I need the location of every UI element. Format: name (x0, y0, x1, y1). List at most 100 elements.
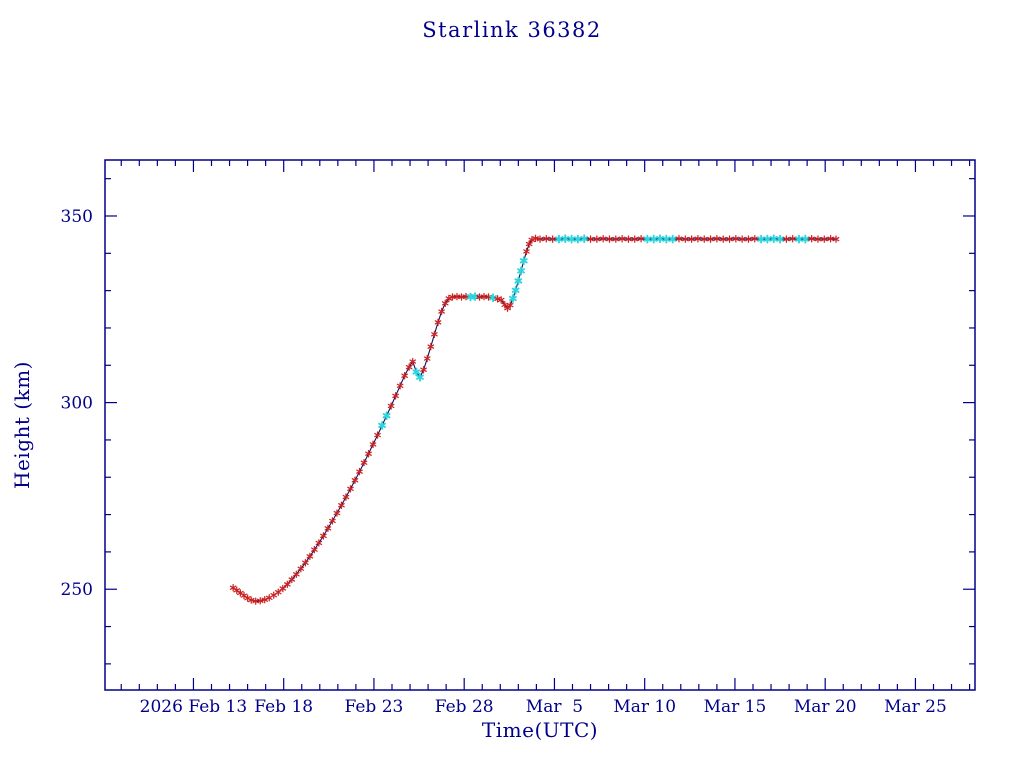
chart-title: Starlink 36382 (422, 18, 602, 42)
marker-red (329, 517, 336, 525)
marker-red (618, 235, 626, 243)
tick-labels: 2026 Feb 13 Feb 18 Feb 23 Feb 28 Mar 5 Mar 10… (61, 207, 947, 717)
marker-red (427, 342, 435, 351)
marker-red (593, 235, 601, 243)
marker-cyan (668, 234, 677, 244)
y-tick-label: 350 (61, 207, 93, 227)
marker-red (783, 235, 790, 243)
series-line (232, 237, 837, 602)
plot-frame (104, 159, 976, 691)
marker-red (631, 235, 639, 243)
marker-red (789, 235, 797, 243)
marker-red (302, 559, 309, 567)
marker-red (832, 235, 840, 243)
x-tick-label: Mar 25 (884, 697, 947, 717)
marker-red (374, 431, 381, 439)
marker-red (694, 235, 702, 243)
marker-cyan (382, 411, 391, 421)
marker-red (606, 235, 613, 243)
marker-cyan (801, 234, 810, 244)
x-tick-label: Feb 28 (435, 697, 494, 717)
marker-red (324, 524, 332, 533)
y-tick-label: 250 (61, 580, 93, 600)
marker-cyan (573, 234, 582, 244)
marker-red (356, 467, 363, 476)
marker-red (405, 363, 413, 371)
marker-red (536, 235, 544, 243)
marker-red (306, 552, 314, 561)
marker-red (409, 357, 417, 366)
marker-red (497, 296, 505, 304)
marker-cyan (517, 266, 525, 276)
x-tick-label: 2026 Feb 13 (140, 697, 248, 717)
x-tick-label: Mar 5 (526, 697, 583, 717)
marker-red (420, 366, 427, 374)
marker-red (320, 532, 327, 540)
marker-red (827, 235, 834, 243)
marker-red (587, 235, 594, 243)
marker-red (707, 235, 714, 243)
marker-red (431, 330, 438, 339)
marker-red (342, 493, 350, 501)
x-tick-label: Feb 18 (254, 697, 313, 717)
marker-cyan (378, 421, 386, 430)
marker-red (423, 354, 431, 363)
marker-red (675, 235, 683, 243)
marker-cyan (511, 285, 520, 295)
x-tick-label: Mar 20 (794, 697, 857, 717)
marker-red (297, 564, 305, 573)
marker-red (338, 501, 345, 509)
marker-cyan (489, 293, 497, 303)
marker-red (401, 372, 408, 380)
marker-red (751, 235, 759, 243)
marker-red (438, 307, 445, 316)
marker-red (347, 485, 354, 493)
marker-cyan (763, 234, 772, 244)
marker-cyan (795, 234, 803, 244)
marker-red (392, 392, 399, 400)
marker-red (700, 235, 708, 243)
y-tick-label: 300 (61, 394, 93, 414)
marker-cyan (662, 234, 671, 244)
marker-red (387, 402, 395, 410)
marker-red (542, 235, 550, 243)
marker-red (369, 440, 377, 449)
marker-cyan (776, 234, 784, 244)
marker-cyan (412, 367, 421, 377)
marker-cyan (416, 372, 424, 382)
marker-red (681, 235, 689, 243)
marker-cyan (567, 234, 576, 244)
marker-cyan (561, 234, 570, 244)
marker-cyan (580, 234, 589, 244)
marker-red (549, 235, 556, 243)
marker-red (506, 301, 514, 309)
marker-red (713, 235, 721, 243)
marker-red (283, 580, 291, 589)
marker-cyan (514, 276, 523, 286)
marker-red (820, 235, 828, 243)
marker-red (315, 539, 323, 547)
marker-red (261, 595, 269, 604)
marker-cyan (769, 234, 778, 244)
marker-red (688, 235, 695, 243)
marker-red (745, 235, 752, 243)
marker-red (738, 235, 746, 243)
x-ticks (120, 160, 971, 690)
marker-cyan (519, 256, 528, 266)
marker-red (293, 570, 300, 579)
marker-red (637, 235, 645, 243)
marker-cyan (649, 234, 658, 244)
marker-red (360, 458, 368, 467)
x-tick-label: Mar 10 (613, 697, 676, 717)
x-axis-label: Time(UTC) (481, 718, 599, 742)
marker-cyan (656, 234, 664, 244)
marker-red (726, 235, 733, 243)
marker-red (612, 235, 620, 243)
marker-red (719, 235, 727, 243)
marker-red (434, 318, 442, 327)
marker-red (732, 235, 740, 243)
marker-red (311, 545, 318, 554)
marker-cyan (757, 234, 766, 244)
marker-red (625, 235, 632, 243)
